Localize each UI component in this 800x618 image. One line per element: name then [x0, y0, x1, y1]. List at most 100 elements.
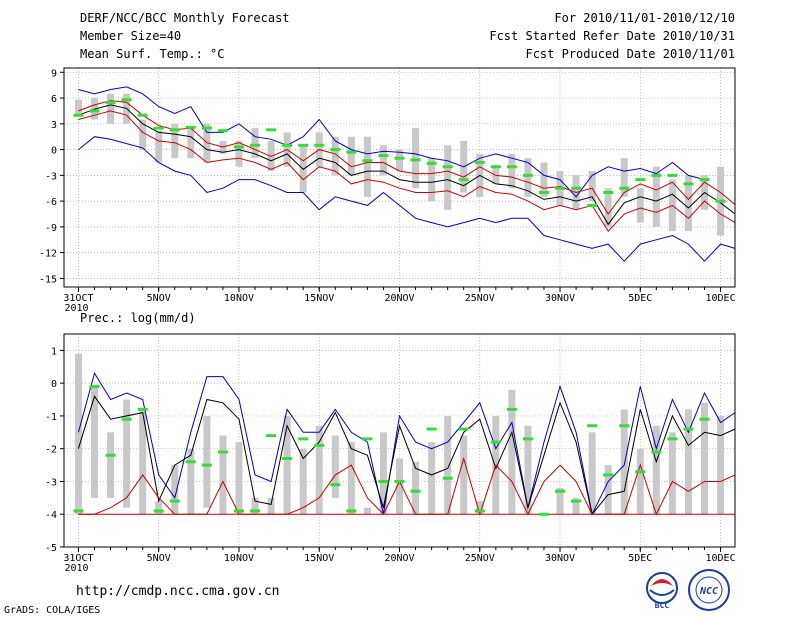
prec-spread-box [139, 409, 147, 515]
temp-spread-box [107, 93, 115, 124]
temp-spread-box [508, 153, 516, 189]
prec-spread-box [299, 448, 307, 515]
prec-spread-box [604, 465, 612, 515]
prec-spread-box [620, 409, 628, 515]
prec-spread-box [508, 389, 516, 515]
bcc-logo-text: BCC [655, 601, 670, 610]
prec-spread-box [476, 501, 484, 515]
prec-ytick-label: -5 [45, 543, 57, 554]
prec-spread-box [363, 507, 371, 515]
prec-spread-box [701, 402, 708, 515]
temp-spread-box [251, 128, 259, 159]
temp-spread-box [604, 188, 612, 227]
prec-spread-box [235, 442, 243, 515]
prec-spread-box [588, 432, 596, 515]
temp-spread-box [396, 149, 403, 172]
temp-series-min [78, 136, 736, 262]
prec-spread-box [91, 386, 98, 498]
member-size: Member Size=40 [80, 29, 182, 43]
prec-ytick-label: -3 [45, 477, 57, 488]
ncc-logo-ring [688, 569, 730, 611]
bcc-logo-mark [651, 579, 673, 586]
prec-spread-box [556, 488, 564, 515]
prec-spread-box [171, 465, 179, 515]
temp-spread-box [187, 128, 195, 159]
temp-xtick-label: 20NOV [384, 293, 414, 304]
website-link[interactable]: http://cmdp.ncc.cma.gov.cn [76, 584, 280, 599]
prec-spread-box [572, 497, 580, 515]
prec-spread-box [123, 399, 131, 508]
prec-ytick-label: -1 [45, 412, 57, 423]
prec-spread-box [347, 442, 355, 515]
temp-spread-box [331, 136, 339, 176]
temp-spread-box [347, 136, 355, 176]
prec-xtick-label: 10NOV [224, 553, 254, 564]
temp-spread-box [363, 136, 371, 197]
temp-ytick-label: -3 [45, 171, 57, 182]
prec-xtick-sublabel: 2010 [64, 563, 88, 574]
temp-spread-box [74, 99, 82, 116]
prec-spread-box [652, 425, 660, 515]
prec-spread-box [74, 353, 82, 515]
forecast-period: For 2010/11/01-2010/12/10 [554, 11, 735, 25]
temp-spread-box [139, 119, 147, 150]
ncc-logo: NCC [686, 568, 732, 612]
prec-ytick-label: -4 [45, 510, 57, 521]
temp-spread-box [684, 175, 692, 232]
prec-title: Prec.: log(mm/d) [80, 311, 196, 325]
temp-ytick-label: 0 [51, 146, 57, 157]
temp-ytick-label: 6 [51, 94, 57, 105]
prec-spread-box [636, 448, 644, 515]
temp-ytick-label: 9 [51, 68, 57, 79]
prec-spread-box [283, 415, 291, 515]
temp-xtick-label: 10DEC [705, 293, 735, 304]
temp-spread-box [428, 158, 436, 202]
prec-ytick-label: -2 [45, 445, 57, 456]
temp-spread-box [444, 145, 452, 210]
ncc-logo-text: NCC [699, 586, 718, 597]
bcc-logo-wave [649, 589, 675, 596]
ncc-logo-inner [695, 576, 723, 604]
prec-spread-box [684, 409, 692, 515]
temp-series-mean [78, 104, 736, 226]
prec-spread-box [524, 425, 532, 515]
bcc-logo: BCC [641, 570, 683, 610]
prec-series-max [77, 372, 736, 516]
prec-xtick-label: 5NOV [147, 553, 171, 564]
prec-spread-box [396, 458, 403, 515]
temp-ytick-label: -6 [45, 197, 57, 208]
prec-xtick-label: 5DEC [628, 553, 652, 564]
prec-spread-box [379, 432, 387, 515]
prec-spread-box [251, 497, 259, 515]
header-title: DERF/NCC/BCC Monthly Forecast [80, 11, 290, 25]
prec-spread-box [155, 501, 163, 515]
prec-spread-box [107, 432, 115, 498]
prec-spread-box [219, 435, 227, 515]
temp-series-lower [78, 110, 736, 233]
temp-spread-box [235, 141, 243, 167]
prec-spread-box [315, 425, 323, 515]
temp-xtick-label: 31OCT [63, 293, 93, 304]
prec-xtick-label: 10DEC [705, 553, 735, 564]
prec-spread-box [668, 432, 676, 515]
temp-spread-box [379, 145, 387, 176]
prec-spread-box [331, 435, 339, 498]
prec-spread-box [428, 442, 436, 515]
forecast-produced-date: Fcst Produced Date 2010/11/01 [525, 47, 735, 61]
temp-spread-box [171, 123, 179, 159]
prec-spread-box [717, 415, 725, 515]
variable-name: Mean Surf. Temp.: °C [80, 47, 225, 61]
bcc-logo-ring [646, 572, 678, 604]
prec-xtick-label: 20NOV [384, 553, 414, 564]
prec-xtick-label: 31OCT [63, 553, 93, 564]
grads-credit: GrADS: COLA/IGES [4, 605, 101, 616]
temp-ytick-label: -12 [39, 249, 57, 260]
prec-ytick-label: 0 [51, 379, 57, 390]
prec-spread-box [267, 497, 275, 515]
prec-spread-box [187, 448, 195, 515]
temp-xtick-sublabel: 2010 [64, 303, 88, 314]
temp-xtick-label: 15NOV [304, 293, 334, 304]
prec-spread-box [412, 461, 420, 515]
temp-xtick-label: 25NOV [465, 293, 495, 304]
